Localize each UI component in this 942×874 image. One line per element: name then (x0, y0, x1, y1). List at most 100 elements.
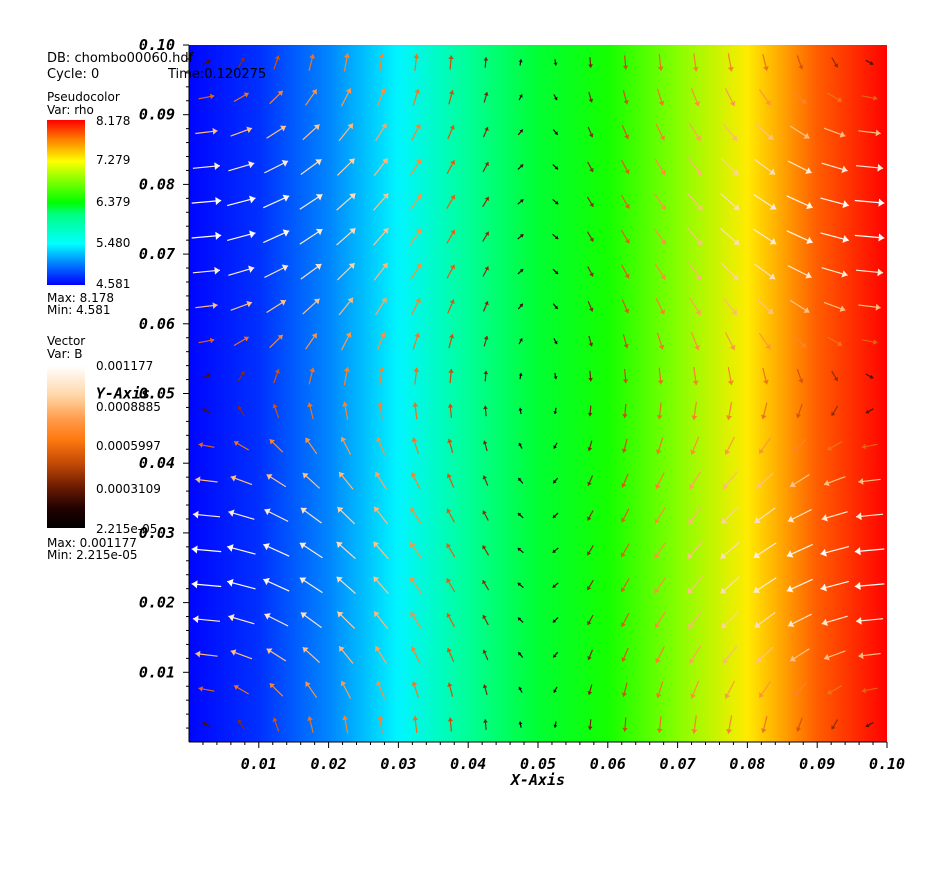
vector-arrowhead (587, 656, 592, 660)
vector-arrowhead (689, 658, 695, 664)
vector-arrowhead (380, 88, 386, 94)
vec-max-label: Max: 0.001177 (47, 536, 137, 550)
vector-arrowhead (659, 135, 666, 141)
vector-arrowhead (831, 725, 836, 730)
vector-arrowhead (858, 478, 864, 485)
rho-tick-1: 7.279 (96, 153, 131, 167)
vec-tick-1: 0.0008885 (96, 400, 161, 414)
vector-arrowhead (721, 517, 728, 524)
vector-arrowhead (873, 339, 878, 345)
vector-arrowhead (416, 228, 422, 235)
vector-arrowhead (228, 614, 235, 622)
vector-arrowhead (482, 649, 487, 654)
vector-arrowhead (587, 412, 593, 417)
vector-arrowhead (873, 95, 878, 101)
vector-arrowhead (620, 552, 626, 558)
vector-arrowhead (689, 483, 695, 490)
vector-arrowhead (214, 162, 220, 170)
vector-arrowhead (589, 307, 594, 312)
vector-arrowhead (411, 681, 418, 687)
vector-arrowhead (723, 483, 729, 490)
vector-arrowhead (518, 59, 523, 63)
x-tick-label: 0.06 (590, 755, 626, 773)
time-label: Time:0.120275 (168, 67, 267, 82)
vector-arrowhead (878, 233, 885, 242)
vector-arrowhead (483, 57, 489, 61)
vector-arrowhead (589, 202, 594, 207)
vector-arrowhead (382, 193, 389, 200)
vector-arrowhead (209, 93, 215, 100)
vector-arrowhead (347, 297, 353, 304)
vector-arrowhead (760, 414, 767, 420)
vector-arrowhead (729, 344, 736, 351)
vector-arrowhead (554, 235, 559, 240)
vector-arrowhead (349, 193, 356, 200)
vector-arrowhead (623, 343, 629, 349)
x-tick-label: 0.09 (799, 755, 835, 773)
vector-legend-var: Var: B (47, 347, 83, 361)
vector-arrowhead (621, 483, 627, 488)
vector-arrowhead (587, 620, 592, 625)
vector-arrowhead (518, 721, 523, 725)
vector-arrowhead (484, 266, 489, 271)
vector-arrowhead (624, 134, 630, 139)
vec-tick-2: 0.0005997 (96, 439, 161, 453)
vector-arrowhead (309, 367, 316, 373)
vector-arrowhead (690, 449, 696, 455)
vector-arrowhead (449, 125, 455, 130)
vector-arrowhead (696, 204, 703, 211)
vector-arrowhead (206, 59, 211, 64)
y-tick-label: 0.06 (139, 315, 175, 333)
vector-arrowhead (376, 436, 382, 442)
vector-arrowhead (793, 447, 799, 453)
vector-arrowhead (410, 646, 417, 652)
vector-arrowhead (767, 134, 774, 140)
vector-arrowhead (878, 198, 885, 207)
vector-arrowhead (803, 132, 810, 139)
vector-arrowhead (299, 542, 307, 549)
vector-arrowhead (552, 619, 557, 623)
vector-arrowhead (692, 66, 699, 72)
vector-arrowhead (277, 90, 283, 96)
vector-arrowhead (621, 622, 626, 627)
vector-arrowhead (654, 587, 660, 594)
vector-arrowhead (796, 413, 802, 418)
vector-arrowhead (841, 165, 848, 173)
vector-arrowhead (340, 680, 347, 687)
vector-arrowhead (382, 158, 388, 165)
vector-arrowhead (313, 124, 320, 131)
y-tick-label: 0.08 (139, 175, 175, 193)
vector-arrowhead (733, 238, 740, 246)
vector-arrowhead (410, 542, 416, 548)
vector-arrowhead (234, 441, 239, 447)
vector-arrowhead (483, 370, 489, 375)
vector-arrowhead (446, 473, 452, 479)
vector-arrowhead (759, 448, 765, 454)
vector-arrowhead (786, 585, 794, 593)
vector-arrowhead (622, 65, 629, 70)
vector-arrowhead (376, 680, 382, 686)
vector-arrowhead (695, 309, 701, 316)
vector-arrowhead (374, 611, 380, 618)
vector-arrowhead (658, 100, 665, 106)
vector-arrowhead (238, 406, 243, 411)
vector-arrowhead (759, 692, 765, 698)
vector-arrowhead (315, 228, 323, 236)
cycle-label: Cycle: 0 (47, 67, 100, 82)
vector-arrowhead (342, 715, 349, 721)
x-tick-label: 0.08 (729, 755, 765, 773)
y-tick-label: 0.10 (139, 36, 175, 54)
vector-arrowhead (622, 414, 628, 418)
vector-arrowhead (381, 297, 387, 304)
vector-arrowhead (621, 448, 627, 453)
axes: 0.01 0.02 0.03 0.04 0.05 0.06 0.07 0.08 0.09 0.10… (96, 36, 905, 789)
vector-arrowhead (623, 100, 629, 105)
vector-arrowhead (484, 127, 489, 131)
vector-arrowhead (243, 92, 249, 98)
vector-arrowhead (696, 239, 703, 246)
vector-arrowhead (248, 161, 255, 169)
vector-arrowhead (518, 686, 522, 691)
vector-arrowhead (839, 131, 846, 138)
vector-arrowhead (446, 578, 452, 584)
vector-arrowhead (450, 195, 456, 200)
